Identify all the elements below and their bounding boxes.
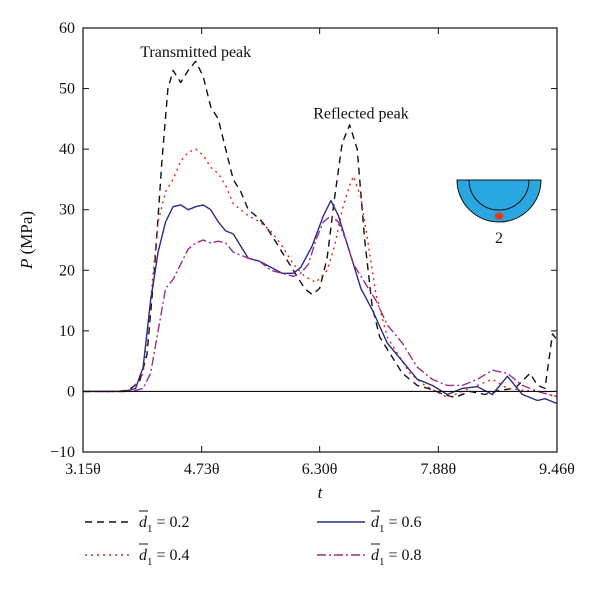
- annotations: Transmitted peak Reflected peak: [140, 44, 408, 122]
- inset-inner-arc: [468, 179, 530, 211]
- x-tick-label: 3.15θ: [65, 461, 101, 478]
- legend-label-3: d1 = 0.6: [371, 514, 422, 535]
- inset-label: 2: [495, 230, 503, 247]
- y-axis-label-symbol: P: [17, 259, 36, 270]
- y-tick-label: 50: [59, 81, 75, 98]
- series-layer: [83, 60, 558, 405]
- y-tick-label: 0: [67, 383, 75, 400]
- axis-ticks: 3.15θ 4.73θ 6.30θ 7.88θ 9.46θ −10 0 10 20 30 40 50 6…: [50, 20, 575, 478]
- y-tick-label: −10: [50, 444, 75, 461]
- legend-label-1: d1 = 0.2: [139, 514, 190, 535]
- x-tick-label: 4.73θ: [184, 461, 220, 478]
- legend-label-4: d1 = 0.8: [371, 547, 422, 568]
- series-line-2: [83, 148, 558, 399]
- legend: d1 = 0.2 d1 = 0.4 d1 = 0.6 d1 = 0.8: [85, 510, 422, 568]
- y-tick-label: 20: [59, 262, 75, 279]
- y-tick-label: 30: [59, 202, 75, 219]
- series-line-3: [83, 199, 558, 405]
- inset-marker-dot: [494, 212, 504, 220]
- inset-semicircle: [456, 179, 542, 223]
- annotation-2: Reflected peak: [313, 105, 409, 122]
- y-tick-label: 60: [59, 20, 75, 37]
- x-axis-label: t: [318, 483, 324, 502]
- y-tick-label: 10: [59, 323, 75, 340]
- series-line-1: [83, 60, 558, 399]
- inset-diagram: 2: [456, 179, 542, 247]
- x-tick-label: 9.46θ: [539, 461, 575, 478]
- plot-area-frame: [82, 27, 558, 453]
- y-axis-label: P (MPa): [17, 211, 36, 270]
- x-tick-label: 6.30θ: [302, 461, 338, 478]
- annotation-1: Transmitted peak: [140, 44, 251, 61]
- legend-label-2: d1 = 0.4: [139, 547, 190, 568]
- x-tick-label: 7.88θ: [420, 461, 456, 478]
- series-line-4: [83, 215, 558, 397]
- y-tick-label: 40: [59, 141, 75, 158]
- y-axis-label-unit: (MPa): [17, 211, 36, 259]
